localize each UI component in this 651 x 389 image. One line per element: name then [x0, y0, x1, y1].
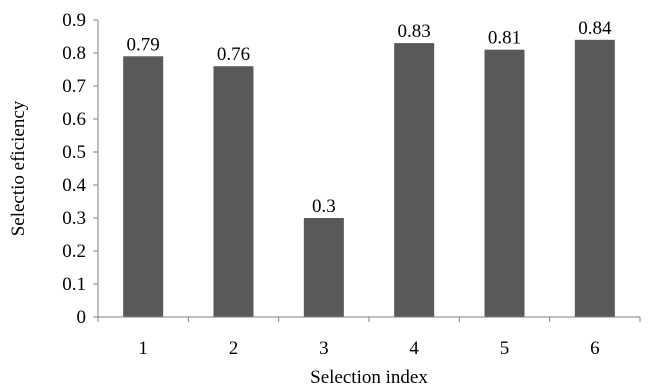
bar — [123, 56, 164, 318]
bars — [123, 39, 615, 318]
y-tick-label: 0.1 — [62, 274, 86, 295]
bar-value-label: 0.76 — [217, 44, 250, 65]
bar-value-label: 0.3 — [312, 196, 336, 217]
bar-value-label: 0.84 — [578, 18, 612, 39]
x-tick-label: 5 — [500, 338, 510, 359]
x-tick-label: 1 — [138, 338, 148, 359]
x-tick-label: 4 — [409, 338, 419, 359]
bar-value-label: 0.83 — [398, 21, 431, 42]
x-axis-ticks: 1 2 3 4 5 6 — [97, 317, 641, 359]
y-axis-title: Selectio eficiency — [8, 100, 29, 236]
x-tick-label: 2 — [229, 338, 239, 359]
y-axis-ticks: 0 0.1 0.2 0.3 0.4 0.5 0.6 0.7 0.8 0.9 — [62, 10, 98, 328]
x-axis-title: Selection index — [310, 367, 428, 388]
x-tick-label: 6 — [590, 338, 600, 359]
y-tick-label: 0.5 — [62, 142, 86, 163]
y-tick-label: 0.8 — [62, 43, 86, 64]
y-tick-label: 0.4 — [62, 175, 86, 196]
bar — [484, 49, 525, 317]
y-tick-label: 0 — [77, 307, 87, 328]
bar — [574, 39, 615, 318]
y-tick-label: 0.3 — [62, 208, 86, 229]
bar — [213, 66, 254, 317]
data-labels: 0.79 0.76 0.3 0.83 0.81 0.84 — [127, 18, 612, 217]
x-tick-label: 3 — [319, 338, 329, 359]
y-tick-label: 0.9 — [62, 10, 86, 31]
y-tick-label: 0.2 — [62, 241, 86, 262]
bar-value-label: 0.79 — [127, 34, 160, 55]
y-tick-label: 0.6 — [62, 109, 86, 130]
y-tick-label: 0.7 — [62, 76, 86, 97]
bar — [303, 218, 344, 317]
bar — [394, 43, 435, 317]
bar-value-label: 0.81 — [488, 28, 521, 49]
